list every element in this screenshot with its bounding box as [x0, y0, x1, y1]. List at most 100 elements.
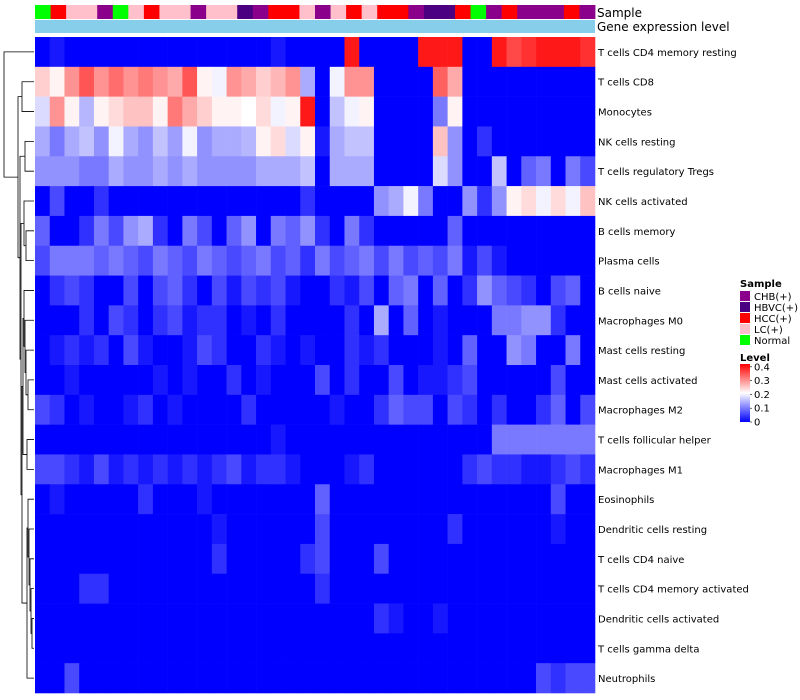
heatmap-cell	[344, 335, 360, 366]
heatmap-cell	[359, 573, 375, 604]
heatmap-cell	[49, 543, 65, 575]
heatmap-cell	[197, 37, 213, 68]
heatmap-cell	[182, 603, 198, 634]
heatmap-cell	[64, 663, 80, 694]
heatmap-cell	[108, 66, 124, 97]
heatmap-cell	[93, 394, 109, 425]
dendrogram-branch	[23, 290, 34, 347]
heatmap-cell	[79, 305, 95, 336]
heatmap-cell	[506, 126, 522, 157]
legend-level-label: 0.2	[754, 390, 770, 401]
heatmap-cell	[300, 186, 316, 217]
heatmap-cell	[226, 126, 242, 157]
heatmap-cell	[197, 305, 213, 336]
heatmap-cell	[270, 126, 286, 157]
heatmap-cell	[565, 305, 581, 336]
heatmap-cell	[226, 484, 242, 515]
heatmap-cell	[300, 484, 316, 515]
row-label: T cells follicular helper	[597, 436, 712, 447]
heatmap-cell	[403, 215, 419, 247]
heatmap-cell	[477, 573, 493, 604]
heatmap-cell	[491, 245, 507, 276]
heatmap-cell	[491, 454, 507, 485]
heatmap-cell	[536, 603, 552, 634]
heatmap-cell	[197, 245, 213, 276]
dendrogram-branch	[26, 439, 34, 470]
heatmap-cell	[241, 96, 257, 127]
heatmap-cell	[138, 603, 154, 634]
heatmap-cell	[329, 66, 345, 97]
legend-level-title: Level	[740, 353, 770, 364]
heatmap-cell	[550, 424, 566, 455]
heatmap-cell	[241, 663, 257, 694]
heatmap-cell	[418, 484, 434, 515]
dendrogram-branch	[24, 140, 34, 172]
heatmap-cell	[491, 424, 507, 455]
heatmap-cell	[35, 245, 51, 276]
heatmap-cell	[270, 543, 286, 575]
heatmap-cell	[182, 275, 198, 306]
heatmap-cell	[315, 126, 331, 157]
heatmap-cell	[580, 573, 596, 604]
heatmap-cell	[315, 186, 331, 217]
heatmap-cell	[462, 156, 478, 187]
heatmap-cell	[108, 37, 124, 68]
heatmap-cell	[123, 275, 139, 306]
heatmap-cell	[550, 275, 566, 306]
heatmap-cell	[197, 633, 213, 664]
heatmap-cell	[285, 335, 301, 366]
heatmap-cell	[35, 603, 51, 634]
heatmap-cell	[477, 365, 493, 396]
heatmap-cell	[226, 424, 242, 455]
heatmap-cell	[79, 37, 95, 68]
heatmap-cell	[506, 156, 522, 187]
heatmap-cell	[197, 66, 213, 97]
heatmap-cell	[300, 543, 316, 575]
heatmap-cell	[79, 663, 95, 694]
heatmap-cell	[373, 215, 389, 247]
heatmap-cell	[359, 603, 375, 634]
heatmap-cell	[49, 335, 65, 366]
heatmap-cell	[403, 275, 419, 306]
heatmap-cell	[521, 454, 537, 485]
heatmap-cell	[403, 573, 419, 604]
heatmap-cell	[138, 424, 154, 455]
heatmap-cell	[49, 156, 65, 187]
heatmap-cell	[491, 215, 507, 247]
heatmap-cell	[285, 156, 301, 187]
heatmap-cell	[344, 633, 360, 664]
heatmap-cell	[138, 394, 154, 425]
heatmap-cell	[211, 245, 227, 276]
heatmap-cell	[285, 603, 301, 634]
row-label: Plasma cells	[598, 257, 660, 268]
heatmap-cell	[344, 186, 360, 217]
heatmap-cell	[580, 126, 596, 157]
heatmap-cell	[79, 603, 95, 634]
heatmap-cell	[550, 126, 566, 157]
heatmap-cell	[241, 633, 257, 664]
heatmap-cell	[79, 424, 95, 455]
heatmap-cell	[506, 66, 522, 97]
heatmap-cell	[447, 573, 463, 604]
heatmap-cell	[211, 424, 227, 455]
heatmap-cell	[462, 245, 478, 276]
heatmap-cell	[477, 424, 493, 455]
heatmap-cell	[329, 126, 345, 157]
heatmap-cell	[359, 335, 375, 366]
heatmap-cell	[359, 365, 375, 396]
heatmap-cell	[373, 365, 389, 396]
heatmap-cell	[152, 37, 168, 68]
heatmap-cell	[35, 514, 51, 545]
heatmap-cell	[477, 603, 493, 634]
heatmap-cell	[536, 633, 552, 664]
heatmap-cell	[79, 275, 95, 306]
heatmap-cell	[197, 365, 213, 396]
heatmap-cell	[418, 37, 434, 68]
heatmap-cell	[123, 394, 139, 425]
legend-sample-swatch	[740, 324, 750, 334]
heatmap-cell	[477, 275, 493, 306]
heatmap-cell	[491, 186, 507, 217]
heatmap-cell	[241, 603, 257, 634]
heatmap-cell	[167, 484, 183, 515]
heatmap-cell	[64, 66, 80, 97]
